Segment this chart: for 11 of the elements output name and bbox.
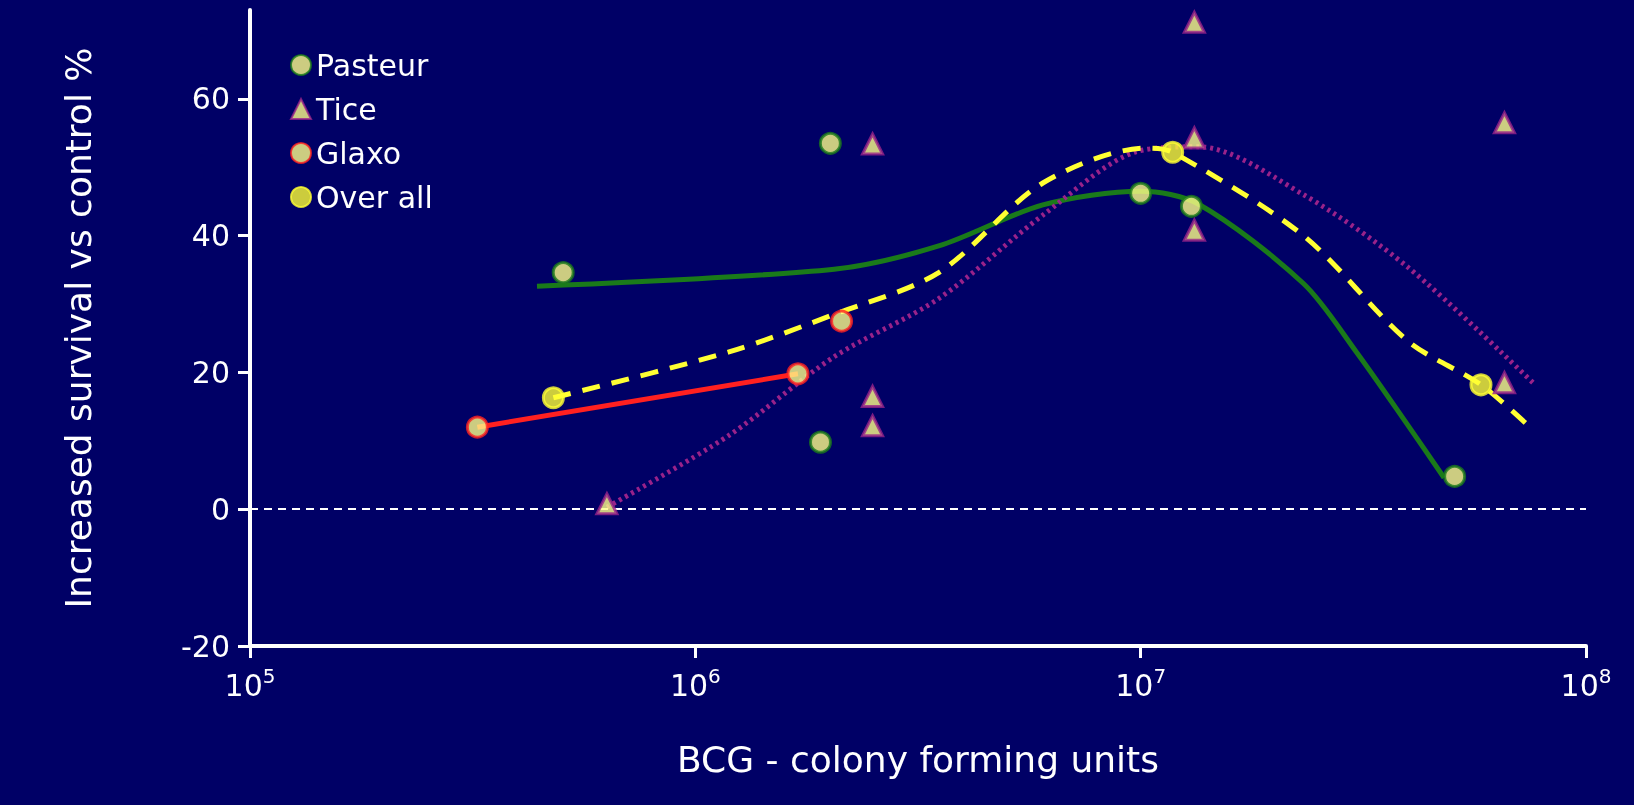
- y-tick-label: -20: [181, 628, 230, 664]
- y-axis-title: Increased survival vs control %: [57, 47, 99, 609]
- y-tick-label: 0: [210, 491, 230, 527]
- legend-label: Glaxo: [316, 135, 402, 171]
- legend-label: Over all: [316, 179, 433, 215]
- y-tick-label: 20: [191, 354, 230, 390]
- y-tick-label: 40: [191, 218, 230, 254]
- y-tick-label: 60: [191, 81, 230, 117]
- x-axis-title: BCG - colony forming units: [677, 738, 1159, 780]
- legend-label: Tice: [315, 91, 377, 127]
- legend-label: Pasteur: [316, 47, 429, 83]
